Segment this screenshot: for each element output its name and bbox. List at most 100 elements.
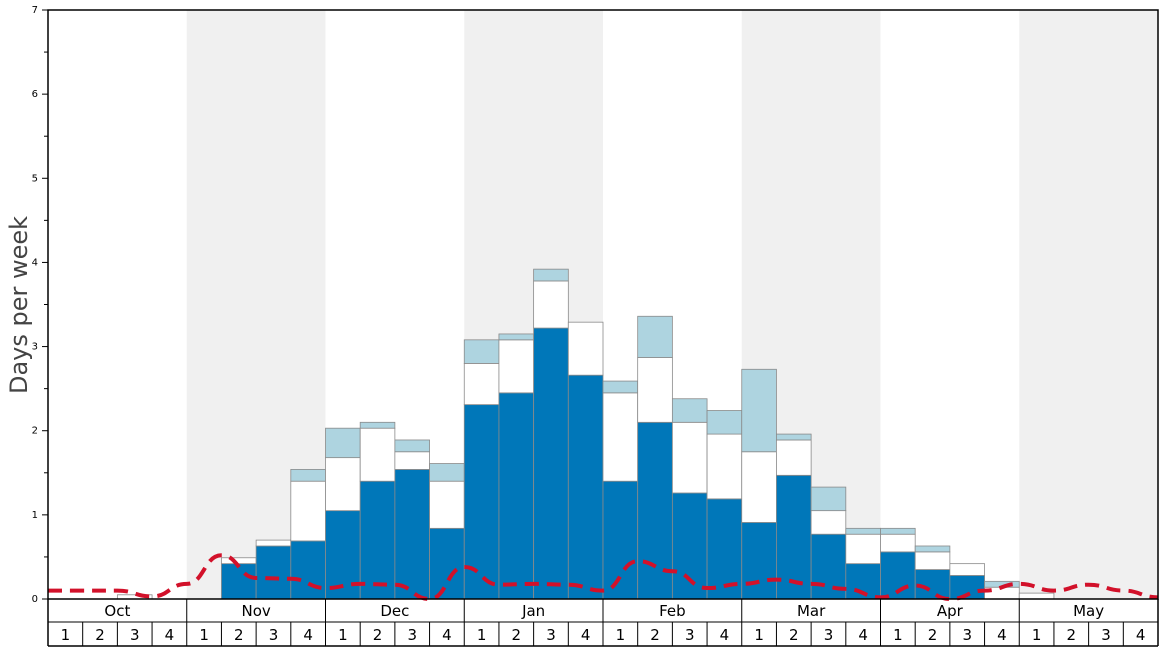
bar-segment [463, 362, 500, 406]
week-label: 3 [962, 626, 972, 644]
bar-segment [706, 433, 743, 500]
bar-segment [914, 545, 951, 553]
bar-segment [394, 451, 430, 470]
y-tick-label: 1 [32, 510, 38, 521]
bar-segment [880, 527, 916, 535]
bar-segment [776, 433, 812, 441]
week-label: 2 [789, 626, 799, 644]
bar-segment [880, 533, 916, 553]
x-axis: Oct 1 2 3 4 Nov 1 2 3 4 Dec 1 2 3 4 Jan 1 2 3 4 Feb 1 2 3 4 Mar 1 2… [47, 599, 1159, 647]
week-label: 4 [442, 626, 452, 644]
week-label: 2 [512, 626, 522, 644]
week-label: 3 [685, 626, 695, 644]
bar-segment [463, 404, 500, 600]
bar-segment [221, 563, 257, 600]
bar-segment [325, 427, 361, 459]
bar-segment [637, 315, 673, 358]
week-label: 4 [581, 626, 591, 644]
month-label: Dec [380, 602, 409, 620]
week-label: 1 [199, 626, 209, 644]
bar-segment [221, 557, 257, 565]
y-axis-label: Days per week [5, 216, 33, 394]
y-axis: 0 1 2 3 4 5 6 7 [32, 5, 48, 605]
y-tick-label: 4 [32, 257, 38, 268]
week-label: 1 [1032, 626, 1042, 644]
month-label: Jan [521, 602, 545, 620]
week-label: 4 [1136, 626, 1146, 644]
week-label: 1 [754, 626, 764, 644]
bar-segment [429, 480, 465, 529]
bar-segment [567, 374, 604, 600]
week-label: 1 [338, 626, 348, 644]
bar-segment [498, 339, 535, 394]
week-label: 1 [616, 626, 626, 644]
bar-segment [290, 540, 326, 600]
month-label: May [1073, 602, 1104, 620]
week-label: 2 [95, 626, 105, 644]
bar-segment [845, 527, 881, 535]
bar-segment [394, 469, 430, 600]
week-label: 2 [650, 626, 660, 644]
bar-segment [949, 563, 985, 576]
bar-segment [498, 392, 535, 600]
bar-segment [325, 457, 361, 512]
bar-segment [1018, 592, 1055, 600]
bar-segment [810, 486, 847, 512]
bar-segment [359, 480, 396, 600]
bar-segment [533, 268, 569, 282]
bar-segment [533, 327, 569, 600]
bar-segment [429, 463, 465, 482]
month-label: Apr [937, 602, 964, 620]
week-label: 4 [997, 626, 1007, 644]
trend-line [48, 553, 1159, 602]
week-label: 2 [373, 626, 383, 644]
week-label: 2 [234, 626, 244, 644]
bar-segment [290, 480, 326, 542]
bar-segment [845, 533, 881, 565]
bar-segment [602, 392, 639, 482]
bar-segment [741, 368, 777, 453]
week-label: 1 [893, 626, 903, 644]
week-label: 3 [1101, 626, 1111, 644]
week-label: 4 [165, 626, 175, 644]
week-label: 2 [1067, 626, 1077, 644]
week-label: 1 [477, 626, 487, 644]
bar-segment [429, 527, 465, 600]
week-label: 3 [407, 626, 417, 644]
month-band [1019, 10, 1158, 599]
bar-segment [359, 427, 396, 482]
y-tick-label: 6 [32, 89, 38, 100]
bar-segment [533, 280, 569, 329]
week-label: 4 [303, 626, 313, 644]
month-label: Nov [241, 602, 270, 620]
bar-segment [776, 439, 812, 476]
month-label: Feb [659, 602, 686, 620]
week-label: 3 [130, 626, 140, 644]
bar-segment [463, 339, 500, 364]
bar-segment [290, 469, 326, 482]
bar-segment [359, 421, 396, 429]
bar-segment [255, 545, 292, 600]
y-tick-label: 0 [32, 594, 38, 605]
month-label: Oct [104, 602, 130, 620]
bar-segment [394, 439, 430, 453]
bar-segment [602, 380, 639, 394]
week-label: 3 [546, 626, 556, 644]
y-tick-label: 2 [32, 426, 38, 437]
bar-segment [671, 421, 708, 494]
week-label: 2 [928, 626, 938, 644]
bar-segment [706, 410, 743, 435]
bar-segment [567, 321, 604, 376]
y-tick-label: 3 [32, 342, 38, 353]
bar-segment [637, 357, 673, 423]
bar-segment [671, 492, 708, 600]
bar-segment [914, 551, 951, 570]
bar-segment [498, 333, 535, 341]
week-label: 3 [269, 626, 279, 644]
bar-segment [741, 522, 777, 600]
y-tick-label: 7 [32, 5, 38, 16]
bar-segment [602, 480, 639, 600]
bar-segment [671, 398, 708, 423]
week-label: 4 [858, 626, 868, 644]
